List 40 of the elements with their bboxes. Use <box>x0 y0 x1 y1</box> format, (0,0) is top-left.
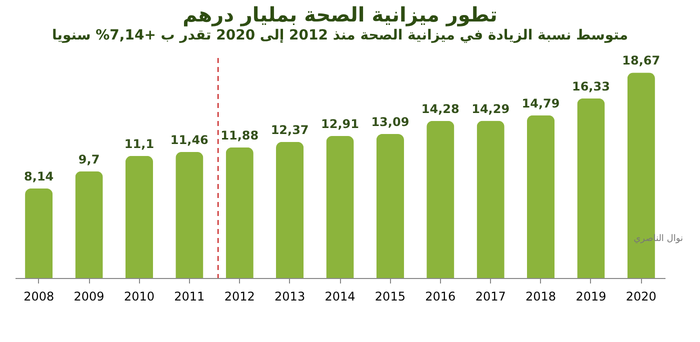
x-tick-label: 2020 <box>626 290 656 304</box>
chart-title: تطور ميزانية الصحة بمليار درهم <box>182 2 498 27</box>
data-label: 11,1 <box>124 136 154 151</box>
bar <box>526 115 555 278</box>
data-label: 14,79 <box>522 96 560 110</box>
x-tick-label: 2014 <box>324 290 356 304</box>
bar <box>75 171 103 278</box>
x-tick-label: 2015 <box>374 290 406 304</box>
x-tick-label: 2009 <box>74 290 104 304</box>
x-tick-label: 2013 <box>274 290 306 304</box>
x-tick-label: 2017 <box>475 290 506 304</box>
data-label: 16,33 <box>572 79 610 94</box>
data-label: 8,14 <box>24 169 54 184</box>
chart-subtitle: متوسط نسبة الزيادة في ميزانية الصحة منذ 2012 إلى 2020 تقدر ب +7,14% سنويا <box>52 28 628 44</box>
x-tick-label: 2011 <box>174 290 205 304</box>
data-label: 12,91 <box>321 116 359 131</box>
data-label: 14,29 <box>472 102 510 116</box>
bar <box>426 120 454 278</box>
data-label: 11,88 <box>220 128 259 142</box>
x-tick-label: 2012 <box>224 290 255 304</box>
bar <box>176 152 204 278</box>
x-tick-label: 2010 <box>124 290 154 304</box>
bar <box>476 120 504 278</box>
x-tick-label: 2018 <box>526 290 556 304</box>
bar <box>326 136 354 278</box>
bar <box>577 98 605 278</box>
bar <box>125 156 154 278</box>
data-label: 14,28 <box>421 102 460 116</box>
bar <box>376 134 404 278</box>
bar <box>25 188 53 278</box>
data-label: 12,37 <box>270 122 309 137</box>
x-tick-label: 2016 <box>425 290 456 304</box>
data-label: 11,46 <box>170 132 208 147</box>
bar <box>276 142 304 278</box>
data-label: 18,67 <box>622 54 660 68</box>
data-label: 9,7 <box>78 152 100 166</box>
x-tick-label: 2008 <box>24 290 54 304</box>
bar <box>226 147 254 278</box>
data-label: 13,09 <box>371 115 410 130</box>
x-tick-label: 2019 <box>576 290 606 304</box>
